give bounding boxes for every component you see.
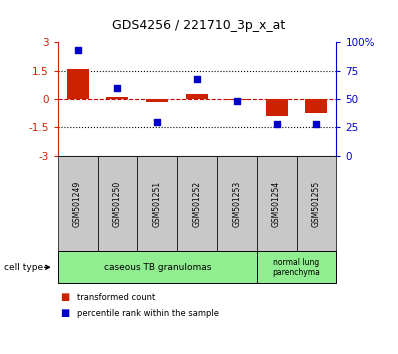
Bar xyxy=(107,97,129,99)
Bar xyxy=(266,99,287,116)
Text: percentile rank within the sample: percentile rank within the sample xyxy=(77,309,219,318)
Point xyxy=(74,47,81,53)
Point xyxy=(313,121,320,127)
Text: ■: ■ xyxy=(60,308,69,318)
Point xyxy=(154,119,160,125)
Bar xyxy=(146,99,168,102)
Text: GSM501249: GSM501249 xyxy=(73,181,82,227)
Text: GSM501251: GSM501251 xyxy=(153,181,162,227)
Bar xyxy=(226,99,248,100)
Text: GSM501252: GSM501252 xyxy=(193,181,201,227)
Text: caseous TB granulomas: caseous TB granulomas xyxy=(103,263,211,272)
Text: GSM501254: GSM501254 xyxy=(272,181,281,227)
Point xyxy=(194,76,200,81)
Text: GSM501255: GSM501255 xyxy=(312,181,321,227)
Text: GSM501253: GSM501253 xyxy=(232,181,241,227)
Bar xyxy=(306,99,327,113)
Text: GSM501250: GSM501250 xyxy=(113,181,122,227)
Point xyxy=(273,121,280,127)
Text: ■: ■ xyxy=(60,292,69,302)
Text: transformed count: transformed count xyxy=(77,293,155,302)
Bar xyxy=(186,95,208,99)
Text: normal lung
parenchyma: normal lung parenchyma xyxy=(273,258,320,277)
Text: GDS4256 / 221710_3p_x_at: GDS4256 / 221710_3p_x_at xyxy=(112,19,286,33)
Point xyxy=(114,85,121,91)
Text: cell type: cell type xyxy=(4,263,43,272)
Point xyxy=(234,98,240,104)
Bar xyxy=(66,69,89,99)
